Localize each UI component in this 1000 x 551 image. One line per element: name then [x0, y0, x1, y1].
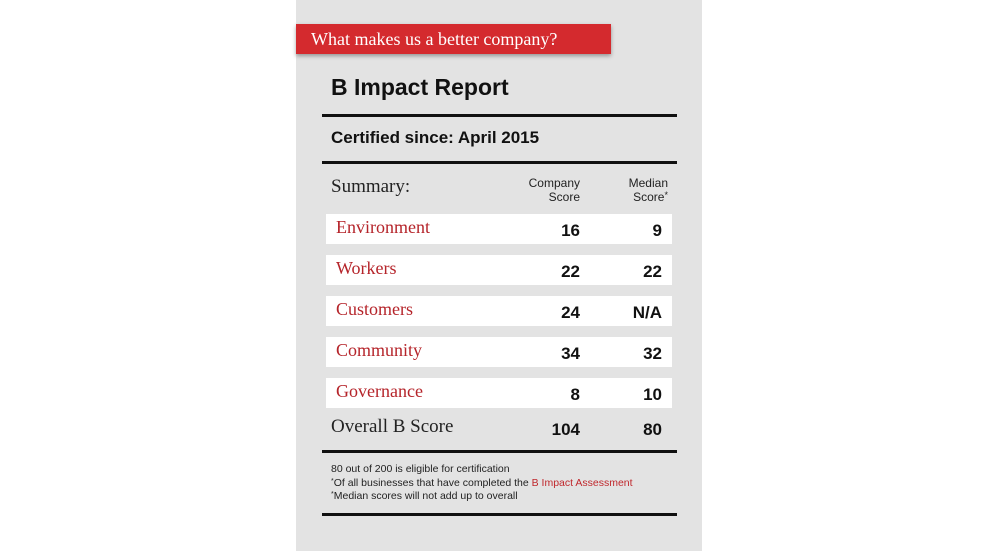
company-score: 34 — [561, 344, 580, 363]
footnotes: 80 out of 200 is eligible for certificat… — [331, 463, 633, 504]
category-link-environment[interactable]: Environment — [336, 217, 430, 237]
median-score: N/A — [632, 303, 662, 322]
median-score-header: Median Score* — [596, 176, 668, 204]
report-title: B Impact Report — [331, 74, 509, 100]
overall-score-label: Overall B Score — [331, 416, 454, 437]
company-score: 16 — [561, 221, 580, 240]
company-score: 22 — [561, 262, 580, 281]
company-score-header-line2: Score — [548, 190, 580, 204]
category-link-community[interactable]: Community — [336, 340, 423, 360]
median-score-header-line1: Median — [628, 176, 668, 190]
score-row-workers: Workers 22 22 — [326, 255, 672, 285]
footnote-median-source: *Of all businesses that have completed t… — [331, 477, 633, 491]
footnote-marker: * — [331, 477, 334, 485]
footnote-median-source-text: Of all businesses that have completed th… — [333, 476, 532, 489]
company-score-header: Company Score — [506, 176, 580, 204]
summary-label: Summary: — [331, 176, 411, 197]
company-score: 24 — [561, 303, 580, 322]
score-row-environment: Environment 16 9 — [326, 214, 672, 244]
footnote-median-sum: *Median scores will not add up to overal… — [331, 490, 633, 504]
footnote-median-sum-text: Median scores will not add up to overall — [333, 490, 518, 502]
footnote-marker: * — [331, 491, 334, 498]
median-score: 32 — [643, 344, 662, 363]
divider — [322, 161, 677, 164]
median-footnote-marker: * — [664, 190, 668, 200]
category-link-governance[interactable]: Governance — [336, 381, 423, 401]
footnote-eligibility: 80 out of 200 is eligible for certificat… — [331, 463, 510, 475]
certified-label: Certified since: — [331, 128, 454, 147]
impact-report-card: What makes us a better company? B Impact… — [296, 0, 702, 551]
score-row-community: Community 34 32 — [326, 337, 672, 367]
median-score-header-text: Score — [633, 190, 665, 204]
median-score: 10 — [643, 385, 662, 404]
certified-date: April 2015 — [457, 128, 540, 147]
overall-median-score: 80 — [643, 420, 662, 439]
divider — [322, 114, 677, 117]
score-row-governance: Governance 8 10 — [326, 378, 672, 408]
median-score: 9 — [652, 221, 662, 240]
score-row-customers: Customers 24 N/A — [326, 296, 672, 326]
category-link-workers[interactable]: Workers — [336, 258, 397, 278]
overall-score-row: Overall B Score 104 80 — [326, 412, 672, 444]
certified-since: Certified since: April 2015 — [331, 128, 539, 148]
company-score-header-line1: Company — [528, 176, 580, 190]
median-score-header-line2: Score* — [596, 190, 668, 204]
overall-company-score: 104 — [551, 420, 580, 439]
divider — [322, 450, 677, 453]
median-score: 22 — [643, 262, 662, 281]
header-banner: What makes us a better company? — [296, 24, 611, 54]
category-link-customers[interactable]: Customers — [336, 299, 414, 319]
b-impact-assessment-link[interactable]: B Impact Assessment — [531, 476, 633, 489]
divider — [322, 513, 677, 516]
company-score: 8 — [570, 385, 580, 404]
